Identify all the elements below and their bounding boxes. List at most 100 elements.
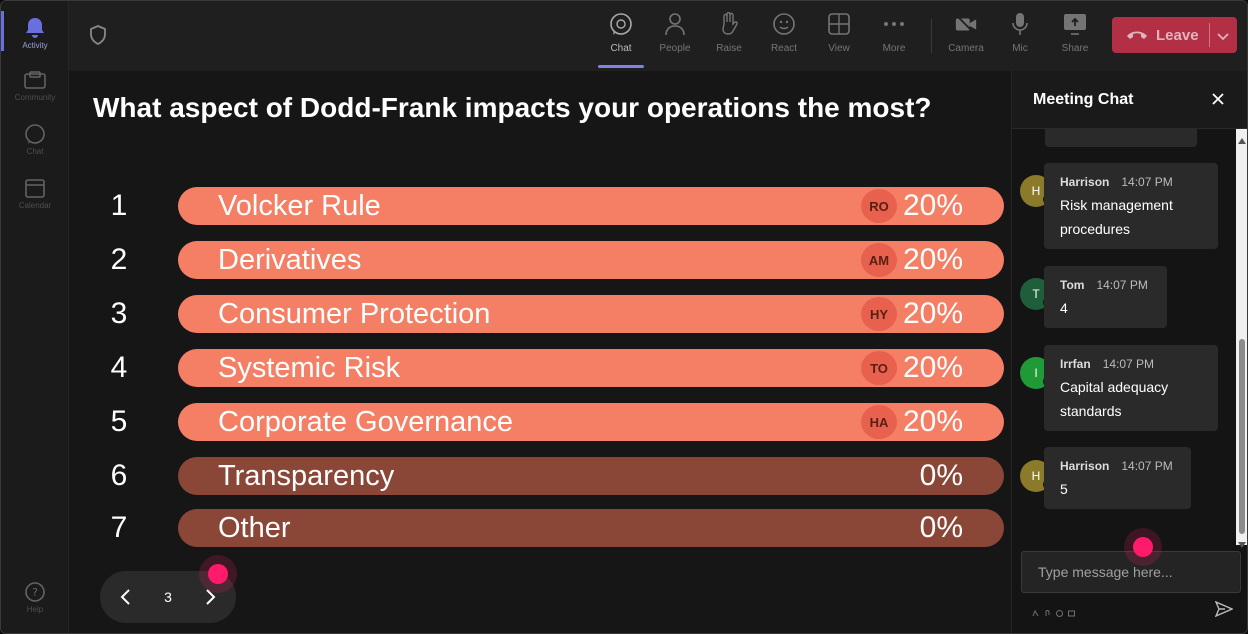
- voter-avatar: HY: [861, 297, 897, 331]
- rail-label: Chat: [26, 146, 44, 156]
- option-number: 2: [110, 243, 128, 276]
- poll-option[interactable]: 6 Transparency 0%: [69, 457, 1011, 495]
- meeting-toolbar: Chat People Raise React View: [69, 1, 1247, 71]
- voter-avatar: TO: [861, 351, 897, 385]
- more-button[interactable]: More: [869, 11, 919, 63]
- emoji-icon[interactable]: [1056, 604, 1063, 617]
- people-button-label: People: [659, 43, 691, 54]
- message-author: Harrison: [1060, 459, 1110, 473]
- help-icon: ?: [24, 581, 46, 603]
- poll-option[interactable]: 2 Derivatives AM 20%: [69, 241, 1011, 279]
- leave-button-label: Leave: [1156, 26, 1199, 44]
- close-icon[interactable]: [1210, 91, 1226, 107]
- format-icon[interactable]: [1032, 604, 1039, 617]
- option-percent: 0%: [919, 459, 963, 492]
- camera-button[interactable]: Camera: [941, 11, 991, 63]
- scrollbar-thumb[interactable]: [1239, 339, 1245, 534]
- react-button[interactable]: React: [759, 11, 809, 63]
- option-percent: 0%: [919, 511, 963, 544]
- people-button[interactable]: People: [650, 11, 700, 63]
- rail-item-help[interactable]: ? Help: [1, 571, 69, 623]
- app-rail: Activity Community Chat Calendar ? Help: [1, 1, 69, 633]
- option-percent: 20%: [902, 351, 963, 384]
- more-dots-icon: [882, 11, 906, 37]
- share-button[interactable]: Share: [1050, 11, 1100, 63]
- poll-option[interactable]: 4 Systemic Risk TO 20%: [69, 349, 1011, 387]
- option-number: 1: [110, 189, 128, 222]
- option-number: 6: [110, 459, 128, 492]
- page-number: 3: [164, 589, 172, 605]
- option-number: 4: [110, 351, 128, 384]
- raise-hand-button[interactable]: Raise: [704, 11, 754, 63]
- chevron-down-icon[interactable]: [1216, 29, 1230, 41]
- option-percent: 20%: [902, 189, 963, 222]
- scroll-down-arrow-icon[interactable]: [1238, 535, 1246, 548]
- message-author: Harrison: [1060, 175, 1110, 189]
- option-percent: 20%: [902, 297, 963, 330]
- poll-option[interactable]: 3 Consumer Protection HY 20%: [69, 295, 1011, 333]
- message-time: 14:07 PM: [1096, 278, 1148, 292]
- chat-message-list[interactable]: H Harrison 14:07 PM Risk management proce…: [1012, 129, 1236, 545]
- pointer-highlight: [208, 564, 228, 584]
- leave-divider: [1209, 23, 1210, 47]
- attach-icon[interactable]: [1044, 604, 1051, 616]
- message-text: 5: [1060, 481, 1068, 497]
- option-label: Transparency: [218, 460, 395, 492]
- option-percent: 20%: [902, 243, 963, 276]
- leave-button[interactable]: Leave: [1112, 17, 1237, 53]
- option-label: Other: [218, 512, 291, 544]
- message-text: Risk management procedures: [1060, 197, 1173, 237]
- chat-button[interactable]: Chat: [596, 11, 646, 63]
- rail-label: Calendar: [18, 200, 52, 210]
- option-percent: 20%: [902, 405, 963, 438]
- calendar-icon: [24, 177, 46, 199]
- mic-button[interactable]: Mic: [995, 11, 1045, 63]
- message-text: 4: [1060, 300, 1068, 316]
- message-bubble-partial: [1045, 129, 1197, 147]
- chevron-right-icon[interactable]: [202, 588, 218, 606]
- rail-item-calendar[interactable]: Calendar: [1, 167, 69, 219]
- gif-icon[interactable]: [1068, 604, 1075, 617]
- poll-question: What aspect of Dodd-Frank impacts your o…: [93, 92, 932, 123]
- avatar-initial: H: [1031, 184, 1041, 198]
- chevron-left-icon[interactable]: [118, 588, 134, 606]
- chat-header: Meeting Chat: [1012, 71, 1247, 129]
- option-number: 3: [110, 297, 128, 330]
- voter-avatar: AM: [861, 243, 897, 277]
- message-text: Capital adequacy standards: [1060, 379, 1169, 419]
- message-input[interactable]: [1022, 552, 1240, 592]
- shield-icon[interactable]: [89, 25, 107, 46]
- option-bar: [178, 457, 1004, 495]
- voter-avatar: RO: [861, 189, 897, 223]
- chat-bubble-icon: [24, 123, 46, 145]
- camera-off-icon: [954, 11, 978, 37]
- chat-scrollbar[interactable]: [1236, 129, 1247, 548]
- option-number: 7: [110, 511, 128, 544]
- poll-option[interactable]: 5 Corporate Governance HA 20%: [69, 403, 1011, 441]
- message-time: 14:07 PM: [1121, 175, 1173, 189]
- chat-button-label: Chat: [610, 43, 632, 54]
- microphone-icon: [1008, 11, 1032, 37]
- option-label: Corporate Governance: [218, 406, 513, 438]
- message-time: 14:07 PM: [1121, 459, 1173, 473]
- poll-option[interactable]: 7 Other 0%: [69, 509, 1011, 547]
- chat-icon: [609, 11, 633, 37]
- message-bubble: Tom 14:07 PM 4: [1044, 266, 1167, 328]
- view-button[interactable]: View: [814, 11, 864, 63]
- rail-active-indicator: [1, 11, 4, 51]
- option-label: Consumer Protection: [218, 298, 491, 330]
- rail-item-activity[interactable]: Activity: [1, 7, 69, 59]
- message-time: 14:07 PM: [1102, 357, 1155, 371]
- community-icon: [24, 69, 46, 91]
- rail-item-community[interactable]: Community: [1, 59, 69, 111]
- message-compose-box[interactable]: [1021, 551, 1241, 593]
- hand-icon: [717, 11, 741, 37]
- send-icon[interactable]: [1214, 600, 1234, 618]
- rail-item-chat[interactable]: Chat: [1, 113, 69, 165]
- poll-option[interactable]: 1 Volcker Rule RO 20%: [69, 187, 1011, 225]
- grid-view-icon: [827, 11, 851, 37]
- message-bubble: Harrison 14:07 PM Risk management procedu…: [1044, 163, 1218, 249]
- scroll-up-arrow-icon[interactable]: [1238, 131, 1246, 144]
- option-label: Systemic Risk: [218, 352, 401, 384]
